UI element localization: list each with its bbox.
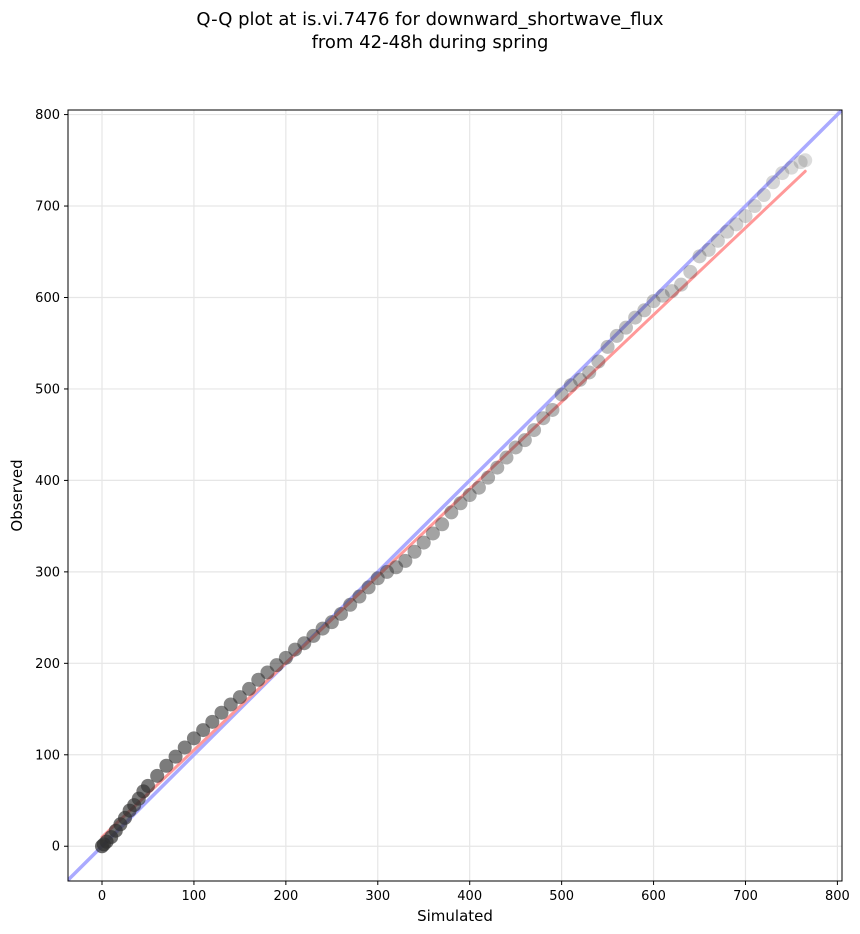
quantile-point [278,650,293,665]
quantile-point [407,544,422,559]
quantile-point [545,402,560,417]
quantile-point [416,535,431,550]
quantile-point [168,749,183,764]
y-tick-label: 400 [35,474,60,489]
quantile-point [453,496,468,511]
quantile-point [655,288,670,303]
quantile-point [637,303,652,318]
quantile-point [186,731,201,746]
quantile-point [738,209,753,224]
quantile-point [177,740,192,755]
quantile-point [517,433,532,448]
x-tick-label: 700 [733,889,758,904]
y-tick-label: 200 [35,657,60,672]
points [95,153,813,854]
quantile-point [646,294,661,309]
fit-line [100,169,807,839]
quantile-point [361,580,376,595]
quantile-point [710,233,725,248]
quantile-point [798,153,813,168]
quantile-point [664,284,679,299]
quantile-point [205,714,220,729]
quantile-point [490,460,505,475]
y-tick-label: 800 [35,108,60,123]
quantile-point [444,505,459,520]
quantile-point [683,264,698,279]
y-tick-label: 100 [35,748,60,763]
x-tick-label: 400 [457,889,482,904]
quantile-point [150,768,165,783]
quantile-point [692,249,707,264]
plot-frame [67,109,843,882]
y-axis-ticks: 0 100 200 300 400 500 600 700 800 [35,108,68,855]
y-tick-label: 500 [35,382,60,397]
quantile-point [563,378,578,393]
quantile-point [628,310,643,325]
y-axis-label: Observed [8,459,26,531]
y-tick-label: 700 [35,200,60,215]
x-tick-label: 600 [641,889,666,904]
x-tick-label: 100 [182,889,207,904]
quantile-point [214,705,229,720]
quantile-point [618,320,633,335]
quantile-point [232,690,247,705]
quantile-point [573,372,588,387]
x-tick-label: 200 [273,889,298,904]
x-tick-label: 800 [825,889,850,904]
y-tick-label: 0 [52,840,60,855]
quantile-point [729,217,744,232]
x-tick-label: 300 [365,889,390,904]
quantile-point [784,160,799,175]
quantile-point [766,175,781,190]
quantile-point [793,155,808,170]
quantile-point [140,778,155,793]
chart-title-block: Q-Q plot at is.vi.7476 for downward_shor… [0,8,860,54]
quantile-point [435,517,450,532]
quantile-point [398,553,413,568]
quantile-point [242,681,257,696]
quantile-point [499,450,514,465]
quantile-point [343,597,358,612]
quantile-point [352,589,367,604]
quantile-point [196,723,211,738]
quantile-point [756,188,771,203]
quantile-point [747,199,762,214]
quantile-point [674,277,689,292]
quantile-point [334,606,349,621]
x-tick-label: 500 [549,889,574,904]
x-axis-ticks: 0 100 200 300 400 500 600 700 800 [98,881,850,904]
x-tick-label: 0 [98,889,106,904]
quantile-point [389,560,404,575]
quantile-point [720,224,735,239]
quantile-point [462,488,477,503]
quantile-point [324,615,339,630]
quantile-point [775,166,790,181]
chart-title: Q-Q plot at is.vi.7476 for downward_shor… [196,9,664,30]
quantile-point [591,354,606,369]
chart-subtitle: from 42-48h during spring [311,32,549,53]
quantile-point [425,526,440,541]
identity-line [68,110,842,881]
quantile-point [536,411,551,426]
quantile-point [600,339,615,354]
quantile-point [609,328,624,343]
quantile-point [370,571,385,586]
lines [68,110,842,881]
x-axis-label: Simulated [417,907,493,925]
y-tick-label: 300 [35,565,60,580]
quantile-point [582,365,597,380]
quantile-point [508,440,523,455]
quantile-point [159,758,174,773]
y-tick-label: 600 [35,291,60,306]
quantile-point [481,470,496,485]
quantile-point [554,387,569,402]
quantile-point [379,564,394,579]
quantile-point [471,480,486,495]
quantile-point [527,423,542,438]
quantile-point [701,242,716,257]
